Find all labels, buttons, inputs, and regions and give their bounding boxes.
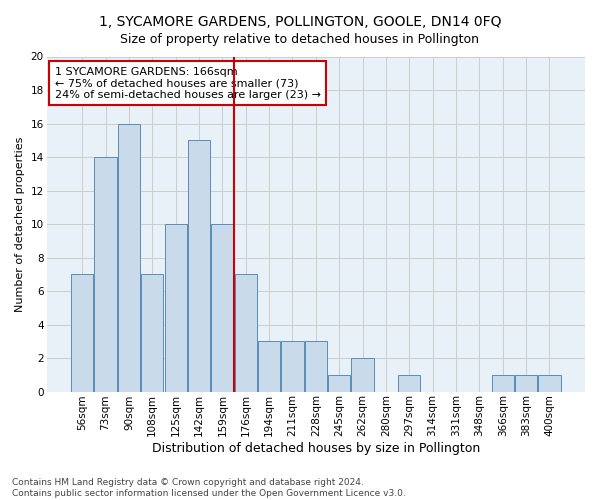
Bar	[71, 274, 93, 392]
Bar	[94, 157, 116, 392]
Text: Size of property relative to detached houses in Pollington: Size of property relative to detached ho…	[121, 32, 479, 46]
Bar	[305, 342, 327, 392]
Bar	[538, 375, 560, 392]
Bar	[141, 274, 163, 392]
Bar	[491, 375, 514, 392]
Text: 1 SYCAMORE GARDENS: 166sqm
← 75% of detached houses are smaller (73)
24% of semi: 1 SYCAMORE GARDENS: 166sqm ← 75% of deta…	[55, 66, 320, 100]
Bar	[258, 342, 280, 392]
Bar	[398, 375, 421, 392]
Bar	[328, 375, 350, 392]
Bar	[164, 224, 187, 392]
Bar	[211, 224, 233, 392]
Text: Contains HM Land Registry data © Crown copyright and database right 2024.
Contai: Contains HM Land Registry data © Crown c…	[12, 478, 406, 498]
Text: 1, SYCAMORE GARDENS, POLLINGTON, GOOLE, DN14 0FQ: 1, SYCAMORE GARDENS, POLLINGTON, GOOLE, …	[99, 15, 501, 29]
Bar	[188, 140, 210, 392]
Bar	[515, 375, 537, 392]
Bar	[352, 358, 374, 392]
Y-axis label: Number of detached properties: Number of detached properties	[15, 136, 25, 312]
Bar	[235, 274, 257, 392]
Bar	[118, 124, 140, 392]
Bar	[281, 342, 304, 392]
X-axis label: Distribution of detached houses by size in Pollington: Distribution of detached houses by size …	[152, 442, 480, 455]
